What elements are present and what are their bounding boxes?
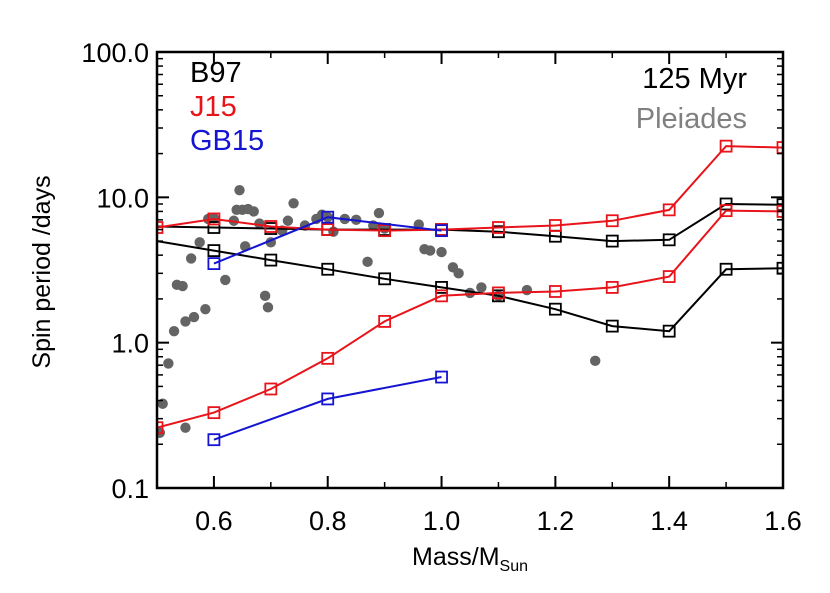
age-annotation: 125 Myr	[642, 63, 747, 95]
pleiades-point-8	[185, 253, 197, 264]
chart-axes: 0.6 0.8 1.0 1.2 1.4 1.6 0.1 1.0 10.0 100.0	[81, 38, 801, 536]
pleiades-point-21	[248, 206, 259, 217]
j15-track-2-marker-9	[662, 203, 676, 217]
pleiades-point-38	[373, 207, 385, 219]
pleiades-point-42	[424, 245, 436, 256]
legend-j15: J15	[190, 91, 237, 123]
gb15-track-4-marker-1	[321, 210, 335, 224]
b97-track-1-marker-5	[435, 281, 448, 294]
pleiades-point-11	[200, 303, 211, 315]
b97-track-1-marker-8	[605, 319, 619, 333]
b97-track-1-marker-10	[719, 262, 733, 276]
b97-track-1-marker-2	[264, 253, 278, 267]
x-tick-label-1.0: 1.0	[423, 506, 461, 536]
gb15-track-4-marker-0	[207, 257, 221, 270]
pleiades-point-10	[194, 237, 205, 248]
j15-track-2-marker-11	[776, 141, 783, 154]
b97-track-0-marker-9	[662, 233, 676, 247]
y-tick-label-1.0: 1.0	[111, 329, 149, 359]
pleiades-point-28	[288, 198, 299, 209]
pleiades-point-27	[282, 215, 294, 226]
pleiades-point-5	[177, 280, 188, 292]
j15-track-2-marker-1	[207, 212, 221, 226]
b97-track-1-marker-9	[662, 324, 676, 338]
legend-gb15: GB15	[190, 125, 264, 157]
cluster-annotation: Pleiades	[636, 103, 747, 135]
b97-track-0-line	[157, 202, 783, 243]
b97-track-0-marker-10	[719, 197, 733, 211]
j15-track-3-marker-6	[492, 286, 505, 300]
x-axis-title-subscript: Sun	[500, 558, 528, 575]
b97-track-1-marker-11	[776, 261, 783, 275]
b97-track-0-marker-8	[605, 234, 619, 248]
j15-track-3-marker-9	[662, 270, 676, 283]
y-tick-label-0.1: 0.1	[111, 474, 149, 504]
j15-track-3-marker-1	[207, 406, 221, 420]
x-axis-title-main: Mass/M	[412, 543, 500, 571]
j15-track-2-marker-2	[264, 220, 278, 233]
gb15-track-5-marker-0	[207, 433, 221, 447]
j15-track-2-line	[157, 145, 783, 232]
gb15-track-4-line	[213, 216, 442, 265]
y-tick-label-100.0: 100.0	[81, 38, 149, 68]
j15-track-2-marker-4	[378, 224, 392, 238]
j15-track-2-marker-8	[605, 214, 619, 228]
pleiades-point-7	[180, 422, 191, 433]
pleiades-point-24	[262, 302, 274, 313]
chart-marks	[157, 139, 783, 447]
pleiades-point-2	[163, 358, 174, 369]
j15-track-3-marker-2	[264, 382, 278, 396]
b97-track-1-marker-7	[548, 302, 562, 316]
x-tick-label-1.4: 1.4	[650, 506, 688, 536]
x-axis-title: Mass/MSun	[412, 543, 528, 575]
pleiades-point-36	[362, 256, 373, 268]
plot-frame	[155, 50, 785, 490]
j15-track-3-marker-0	[157, 421, 164, 435]
pleiades-point-50	[590, 355, 601, 367]
pleiades-point-49	[521, 284, 533, 296]
j15-track-3-marker-10	[719, 204, 733, 218]
gb15-track-5-marker-2	[435, 370, 448, 384]
pleiades-point-6	[180, 316, 191, 327]
j15-track-3-marker-8	[605, 281, 619, 294]
b97-track-0-marker-1	[207, 221, 221, 234]
pleiades-point-14	[220, 274, 231, 286]
j15-track-2-marker-7	[548, 219, 562, 232]
pleiades-point-17	[234, 184, 245, 196]
y-tick-label-10.0: 10.0	[96, 183, 149, 213]
j15-track-3-marker-7	[548, 285, 562, 298]
gb15-track-5-marker-1	[321, 392, 335, 406]
pleiades-point-23	[259, 290, 271, 302]
j15-track-3-marker-3	[321, 351, 335, 365]
b97-track-1-line	[157, 240, 783, 333]
j15-track-2-marker-3	[321, 223, 335, 236]
pleiades-point-47	[476, 282, 487, 293]
b97-track-1-marker-3	[321, 262, 335, 276]
pleiades-point-43	[436, 246, 447, 258]
pleiades-point-3	[168, 325, 180, 337]
j15-track-2-marker-6	[492, 221, 505, 234]
x-tick-label-1.6: 1.6	[764, 506, 802, 536]
y-axis-title: Spin period /days	[28, 175, 56, 368]
legend-b97: B97	[190, 57, 242, 89]
j15-track-3-marker-5	[435, 289, 448, 303]
x-tick-label-1.2: 1.2	[537, 506, 575, 536]
b97-track-1-marker-4	[378, 272, 392, 286]
x-tick-label-0.8: 0.8	[309, 506, 347, 536]
j15-track-2-marker-0	[157, 221, 164, 234]
pleiades-point-45	[453, 268, 464, 279]
gb15-track-4-marker-2	[435, 224, 448, 238]
j15-track-2-marker-10	[719, 139, 733, 153]
j15-track-3-line	[157, 209, 783, 429]
pleiades-point-9	[188, 311, 200, 323]
gb15-track-5-line	[213, 376, 442, 441]
x-tick-label-0.6: 0.6	[195, 506, 233, 536]
j15-track-3-marker-4	[378, 315, 392, 328]
b97-track-1-marker-1	[207, 244, 221, 258]
